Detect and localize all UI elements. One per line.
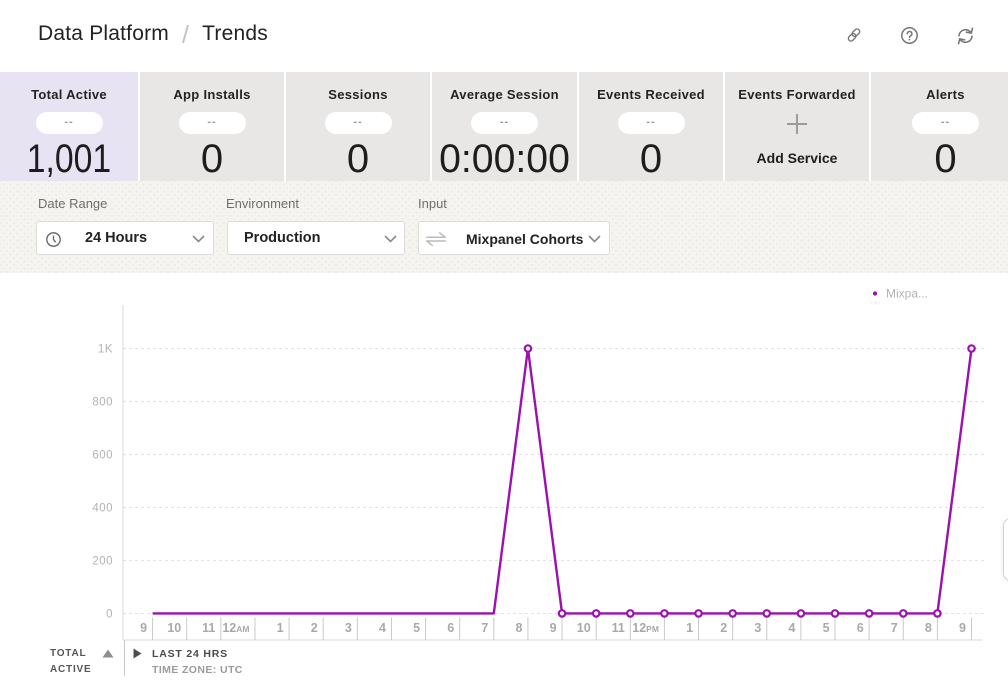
svg-text:3: 3 <box>345 621 352 635</box>
svg-text:9: 9 <box>140 621 147 635</box>
svg-text:800: 800 <box>92 397 113 409</box>
svg-text:1: 1 <box>277 621 284 635</box>
svg-text:400: 400 <box>92 503 113 515</box>
svg-text:0: 0 <box>106 609 113 621</box>
svg-text:200: 200 <box>92 556 113 568</box>
svg-text:6: 6 <box>447 621 454 635</box>
svg-text:11: 11 <box>612 621 625 635</box>
svg-text:7: 7 <box>481 621 488 635</box>
svg-text:8: 8 <box>925 621 932 635</box>
svg-text:2: 2 <box>311 621 318 635</box>
svg-text:9: 9 <box>550 621 557 635</box>
svg-text:6: 6 <box>857 621 864 635</box>
svg-text:8: 8 <box>515 621 522 635</box>
svg-text:5: 5 <box>823 621 830 635</box>
svg-text:1: 1 <box>686 621 693 635</box>
svg-text:11: 11 <box>202 621 215 635</box>
svg-text:Mixpa...: Mixpa... <box>886 287 928 301</box>
svg-text:1K: 1K <box>98 344 113 356</box>
svg-text:4: 4 <box>788 621 795 635</box>
svg-text:9: 9 <box>959 621 966 635</box>
svg-text:10: 10 <box>577 621 591 635</box>
svg-text:7: 7 <box>891 621 898 635</box>
svg-text:10: 10 <box>167 621 181 635</box>
svg-text:5: 5 <box>413 621 420 635</box>
svg-text:600: 600 <box>92 450 113 462</box>
svg-text:2: 2 <box>720 621 727 635</box>
svg-text:4: 4 <box>379 621 386 635</box>
svg-text:12PM: 12PM <box>632 621 659 635</box>
svg-text:3: 3 <box>754 621 761 635</box>
svg-text:12AM: 12AM <box>222 621 249 635</box>
